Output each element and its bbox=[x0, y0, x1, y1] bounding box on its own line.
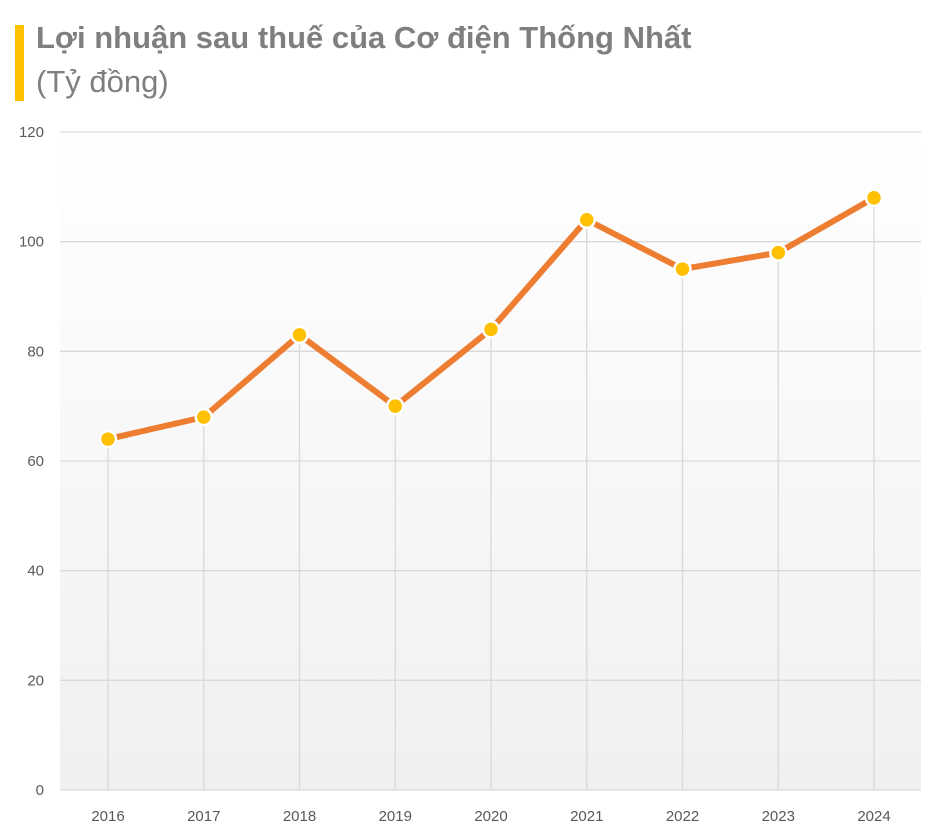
x-tick-label: 2023 bbox=[762, 808, 795, 825]
data-point-2018 bbox=[290, 325, 309, 345]
title-accent-bar bbox=[15, 25, 24, 101]
y-tick-label: 120 bbox=[19, 124, 44, 141]
data-point-2023 bbox=[769, 243, 788, 262]
y-tick-label: 40 bbox=[27, 563, 44, 580]
y-tick-label: 60 bbox=[27, 453, 44, 470]
x-tick-label: 2017 bbox=[187, 808, 220, 825]
y-tick-label: 80 bbox=[27, 343, 44, 360]
data-point-2019 bbox=[386, 396, 405, 416]
x-tick-label: 2019 bbox=[379, 808, 412, 825]
data-point-2016 bbox=[98, 429, 118, 449]
x-tick-label: 2022 bbox=[666, 808, 699, 825]
data-point-2022 bbox=[673, 259, 692, 279]
chart-subtitle: (Tỷ đồng) bbox=[36, 64, 169, 99]
y-tick-label: 100 bbox=[19, 234, 44, 251]
data-point-2021 bbox=[577, 210, 596, 229]
x-tick-label: 2020 bbox=[474, 808, 507, 825]
x-tick-label: 2018 bbox=[283, 808, 316, 825]
y-tick-label: 0 bbox=[36, 782, 44, 799]
x-tick-label: 2016 bbox=[91, 808, 124, 825]
y-tick-label: 20 bbox=[27, 672, 44, 689]
data-point-2020 bbox=[481, 320, 501, 339]
chart-title: Lợi nhuận sau thuế của Cơ điện Thống Nhấ… bbox=[36, 20, 692, 55]
x-tick-label: 2021 bbox=[570, 808, 603, 825]
x-tick-label: 2024 bbox=[857, 808, 890, 825]
data-point-2024 bbox=[864, 188, 884, 208]
data-point-2017 bbox=[194, 407, 213, 427]
